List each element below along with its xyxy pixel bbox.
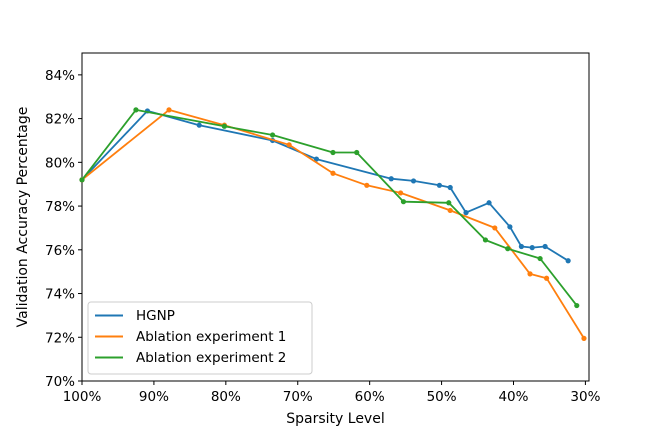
legend-label-ablation-2: Ablation experiment 2 bbox=[136, 350, 286, 366]
data-point-ablation-2 bbox=[330, 149, 336, 156]
data-point-ablation-1 bbox=[447, 207, 453, 214]
data-point-ablation-2 bbox=[574, 302, 580, 309]
x-tick-label: 90% bbox=[139, 389, 169, 405]
x-tick-label: 80% bbox=[211, 389, 241, 405]
data-point-hgnp bbox=[410, 178, 417, 184]
x-tick-label: 100% bbox=[63, 389, 102, 405]
data-point-ablation-1 bbox=[397, 190, 404, 196]
data-point-ablation-2 bbox=[221, 123, 227, 129]
data-point-ablation-2 bbox=[505, 246, 511, 252]
data-point-hgnp bbox=[388, 176, 394, 182]
data-point-ablation-1 bbox=[166, 107, 172, 113]
x-axis: 100% 90% 80% 70% 60% 50% 40% 30% bbox=[63, 381, 601, 405]
y-tick-label: 74% bbox=[45, 287, 75, 303]
y-tick-label: 72% bbox=[45, 330, 75, 346]
data-point-hgnp bbox=[447, 184, 453, 191]
data-point-hgnp bbox=[565, 258, 571, 264]
series-line-hgnp bbox=[81, 110, 569, 262]
y-tick-label: 70% bbox=[45, 374, 75, 390]
data-point-ablation-1 bbox=[330, 170, 336, 176]
data-point-ablation-2 bbox=[482, 237, 489, 243]
series-line-ablation-2 bbox=[81, 109, 578, 307]
data-point-ablation-1 bbox=[492, 225, 498, 231]
data-point-ablation-2 bbox=[133, 107, 139, 113]
x-tick-label: 60% bbox=[355, 389, 385, 405]
series-line-ablation-1 bbox=[81, 109, 585, 339]
data-point-hgnp bbox=[463, 210, 469, 216]
series-ablation-2 bbox=[79, 107, 580, 309]
data-point-hgnp bbox=[196, 122, 202, 128]
y-axis: 70% 72% 74% 76% 78% 80% 82% 84% bbox=[45, 68, 82, 390]
data-point-hgnp bbox=[486, 200, 492, 206]
y-axis-title: Validation Accuracy Percentage bbox=[15, 107, 31, 328]
data-point-hgnp bbox=[313, 156, 320, 162]
y-tick-label: 76% bbox=[45, 243, 75, 259]
data-point-ablation-1 bbox=[286, 142, 292, 148]
x-tick-label: 30% bbox=[570, 389, 600, 405]
legend-label-hgnp: HGNP bbox=[136, 308, 175, 324]
y-tick-label: 84% bbox=[45, 68, 75, 84]
data-point-ablation-2 bbox=[269, 132, 276, 138]
y-tick-label: 82% bbox=[45, 112, 75, 128]
legend-frame bbox=[87, 301, 313, 375]
data-point-ablation-2 bbox=[354, 149, 360, 156]
data-point-ablation-1 bbox=[364, 182, 370, 188]
plot-frame bbox=[81, 52, 590, 382]
data-point-ablation-1 bbox=[527, 271, 533, 277]
data-point-ablation-2 bbox=[400, 199, 407, 205]
x-axis-title: Sparsity Level bbox=[286, 411, 384, 427]
data-point-hgnp bbox=[529, 245, 535, 251]
data-point-ablation-2 bbox=[446, 200, 452, 206]
plot-area bbox=[81, 52, 590, 382]
data-point-hgnp bbox=[518, 243, 525, 250]
y-tick-label: 80% bbox=[45, 155, 75, 171]
data-point-ablation-2 bbox=[79, 177, 85, 183]
data-point-hgnp bbox=[436, 182, 443, 188]
data-point-ablation-1 bbox=[543, 275, 550, 281]
series-layer bbox=[79, 107, 587, 341]
y-tick-label: 78% bbox=[45, 199, 75, 215]
x-tick-label: 40% bbox=[498, 389, 528, 405]
data-point-ablation-2 bbox=[537, 255, 543, 262]
x-tick-label: 70% bbox=[283, 389, 313, 405]
legend: HGNP Ablation experiment 1 Ablation expe… bbox=[87, 301, 313, 375]
series-hgnp bbox=[79, 108, 571, 264]
data-point-hgnp bbox=[542, 243, 548, 250]
legend-label-ablation-1: Ablation experiment 1 bbox=[136, 329, 286, 345]
x-tick-label: 50% bbox=[427, 389, 457, 405]
data-point-hgnp bbox=[507, 224, 513, 230]
data-point-ablation-1 bbox=[581, 335, 587, 341]
